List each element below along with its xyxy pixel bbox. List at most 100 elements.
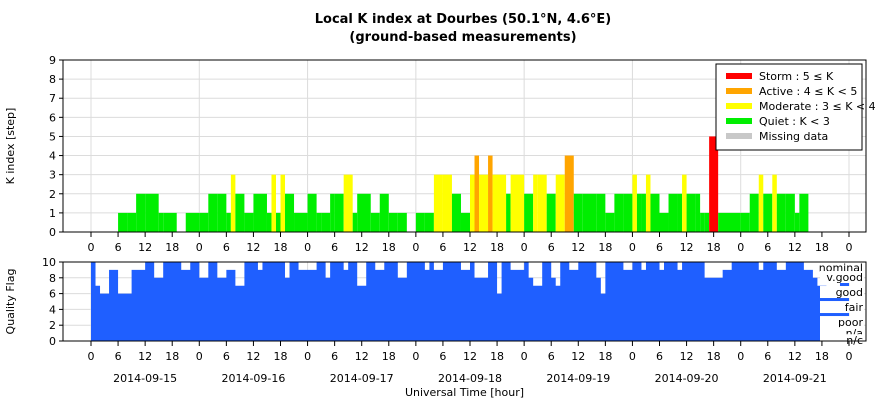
k-index-bar bbox=[474, 155, 480, 232]
quality-flag-area bbox=[91, 262, 849, 341]
k-index-bar bbox=[163, 212, 177, 232]
x-tick-label: 6 bbox=[439, 350, 446, 363]
legend-swatch bbox=[726, 88, 752, 94]
x-tick-label: 0 bbox=[737, 241, 744, 254]
x-tick-label: 18 bbox=[707, 241, 721, 254]
k-index-bar bbox=[709, 136, 719, 232]
quality-flag-frame bbox=[62, 261, 867, 342]
k-index-bar bbox=[794, 212, 800, 232]
quality-level-label: good bbox=[836, 286, 863, 299]
x-tick-label: 18 bbox=[707, 350, 721, 363]
legend-entry: Active : 4 ≤ K < 5 bbox=[759, 85, 857, 98]
x-tick-label: 12 bbox=[246, 350, 260, 363]
k-index-y-axis-label: K index [step] bbox=[4, 108, 17, 185]
chart-subtitle: (ground-based measurements) bbox=[349, 30, 576, 45]
k-index-bar bbox=[533, 174, 538, 232]
x-tick-label: 0 bbox=[629, 241, 636, 254]
x-tick-label: 0 bbox=[196, 350, 203, 363]
x-tick-label: 18 bbox=[165, 350, 179, 363]
k-index-bar bbox=[763, 193, 773, 232]
quality-level-label-bg bbox=[820, 271, 864, 284]
k-index-bar bbox=[370, 212, 380, 232]
k-index-bar bbox=[695, 193, 701, 232]
k-y-tick-label: 5 bbox=[49, 130, 56, 143]
x-tick-label: 6 bbox=[223, 350, 230, 363]
quality-level-label-bg bbox=[820, 334, 864, 347]
x-tick-label: 0 bbox=[412, 350, 419, 363]
k-index-bar bbox=[316, 212, 322, 232]
date-label: 2014-09-20 bbox=[655, 372, 719, 385]
x-tick-label: 0 bbox=[846, 241, 853, 254]
x-tick-label: 12 bbox=[355, 241, 369, 254]
k-index-bars bbox=[118, 136, 809, 232]
x-tick-label: 6 bbox=[223, 241, 230, 254]
date-label: 2014-09-15 bbox=[113, 372, 177, 385]
quality-level-label-bg bbox=[820, 301, 864, 314]
k-index-bar bbox=[686, 193, 696, 232]
k-index-y-ticks: 0 1 2 3 4 5 6 7 8 9 bbox=[49, 54, 63, 239]
k-index-bar bbox=[749, 193, 759, 232]
k-index-bar bbox=[470, 174, 475, 232]
k-index-bar bbox=[659, 212, 669, 232]
k-index-bar bbox=[442, 174, 452, 232]
x-tick-label: 6 bbox=[548, 350, 555, 363]
k-index-bar bbox=[564, 155, 574, 232]
x-tick-label: 0 bbox=[304, 350, 311, 363]
legend-entry: Missing data bbox=[759, 130, 828, 143]
date-label: 2014-09-16 bbox=[221, 372, 285, 385]
k-y-tick-label: 1 bbox=[49, 207, 56, 220]
k-index-bar bbox=[307, 193, 317, 232]
k-index-bar bbox=[488, 155, 493, 232]
x-tick-label: 0 bbox=[88, 241, 95, 254]
k-index-bar bbox=[294, 212, 308, 232]
q-y-tick-label: 10 bbox=[42, 256, 56, 269]
k-index-bar bbox=[596, 193, 606, 232]
quality-level-label: v.good bbox=[826, 271, 863, 284]
legend-entry: Quiet : K < 3 bbox=[759, 115, 830, 128]
x-tick-label: 6 bbox=[656, 350, 663, 363]
k-index-bar bbox=[650, 193, 660, 232]
k-index-bar bbox=[605, 212, 615, 232]
k-y-tick-label: 6 bbox=[49, 111, 56, 124]
k-index-bar bbox=[614, 193, 624, 232]
x-tick-label: 6 bbox=[331, 241, 338, 254]
quality-flag-y-ticks: 0 2 4 6 8 10 bbox=[42, 256, 63, 348]
k-index-bar bbox=[555, 174, 565, 232]
k-index-bar bbox=[451, 193, 461, 232]
x-tick-label: 18 bbox=[490, 241, 504, 254]
legend-swatch bbox=[726, 118, 752, 124]
x-tick-label: 0 bbox=[737, 350, 744, 363]
k-index-bar bbox=[397, 212, 407, 232]
quality-flag-y-axis-label: Quality Flag bbox=[4, 269, 17, 335]
k-index-bar bbox=[118, 212, 128, 232]
q-y-tick-label: 4 bbox=[49, 303, 56, 316]
k-y-tick-label: 7 bbox=[49, 92, 56, 105]
k-index-bar bbox=[479, 174, 489, 232]
k-index-bar bbox=[677, 193, 683, 232]
k-index-bar bbox=[235, 193, 245, 232]
x-tick-label: 18 bbox=[274, 350, 288, 363]
k-index-bar bbox=[415, 212, 425, 232]
k-index-bar bbox=[185, 212, 200, 232]
legend-swatch bbox=[726, 73, 752, 79]
x-tick-label: 12 bbox=[138, 350, 152, 363]
x-tick-label: 18 bbox=[274, 241, 288, 254]
x-tick-label: 6 bbox=[115, 350, 122, 363]
k-index-bar bbox=[266, 212, 272, 232]
k-index-bar bbox=[718, 212, 741, 232]
k-index-bar bbox=[145, 193, 159, 232]
k-index-bar bbox=[158, 212, 164, 232]
k-index-bar bbox=[682, 174, 687, 232]
x-tick-label: 12 bbox=[788, 350, 802, 363]
x-tick-label: 6 bbox=[764, 350, 771, 363]
k-index-bar bbox=[136, 193, 146, 232]
k-y-tick-label: 3 bbox=[49, 169, 56, 182]
k-index-bar bbox=[776, 193, 786, 232]
k-index-bar bbox=[343, 174, 353, 232]
x-tick-label: 12 bbox=[571, 241, 585, 254]
k-index-bar bbox=[573, 193, 583, 232]
k-index-bar bbox=[253, 193, 267, 232]
k-y-tick-label: 4 bbox=[49, 150, 56, 163]
x-tick-label: 12 bbox=[463, 241, 477, 254]
